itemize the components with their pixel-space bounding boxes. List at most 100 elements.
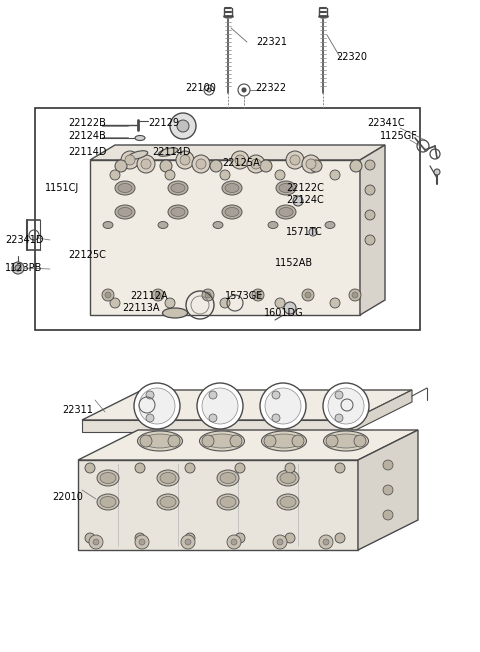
Circle shape [260, 383, 306, 429]
Ellipse shape [118, 183, 132, 192]
Circle shape [275, 170, 285, 180]
Circle shape [330, 298, 340, 308]
Circle shape [284, 302, 296, 314]
Ellipse shape [276, 181, 296, 195]
Circle shape [121, 151, 139, 169]
Circle shape [265, 388, 301, 424]
Ellipse shape [268, 222, 278, 228]
Ellipse shape [217, 494, 239, 510]
Circle shape [323, 383, 369, 429]
Circle shape [125, 155, 135, 165]
Ellipse shape [160, 497, 176, 507]
Circle shape [335, 391, 343, 399]
Circle shape [205, 292, 211, 298]
Polygon shape [78, 460, 358, 550]
Text: 22125C: 22125C [68, 250, 106, 260]
Circle shape [335, 463, 345, 473]
Text: 22100: 22100 [185, 83, 216, 93]
Circle shape [242, 88, 246, 92]
Text: 22112A: 22112A [130, 291, 168, 301]
Ellipse shape [277, 470, 299, 486]
Circle shape [209, 391, 217, 399]
Circle shape [349, 289, 361, 301]
Circle shape [290, 155, 300, 165]
Circle shape [207, 88, 211, 92]
Circle shape [135, 463, 145, 473]
Circle shape [168, 435, 180, 447]
Circle shape [177, 120, 189, 132]
Circle shape [115, 160, 127, 172]
Circle shape [383, 460, 393, 470]
Circle shape [134, 383, 180, 429]
Ellipse shape [163, 308, 188, 318]
Ellipse shape [200, 431, 244, 451]
Circle shape [285, 533, 295, 543]
Ellipse shape [280, 473, 296, 484]
Circle shape [350, 160, 362, 172]
Circle shape [302, 155, 320, 173]
Ellipse shape [157, 494, 179, 510]
Circle shape [275, 298, 285, 308]
Circle shape [146, 391, 154, 399]
Text: 1573GE: 1573GE [225, 291, 264, 301]
Circle shape [152, 289, 164, 301]
Polygon shape [82, 420, 352, 432]
Ellipse shape [171, 183, 185, 192]
Circle shape [273, 535, 287, 549]
Ellipse shape [222, 205, 242, 219]
Ellipse shape [220, 473, 236, 484]
Circle shape [202, 289, 214, 301]
Circle shape [260, 160, 272, 172]
Circle shape [227, 535, 241, 549]
Circle shape [247, 155, 265, 173]
Circle shape [110, 170, 120, 180]
Polygon shape [82, 390, 412, 420]
Circle shape [365, 160, 375, 170]
Ellipse shape [222, 181, 242, 195]
Circle shape [192, 155, 210, 173]
Text: 22125A: 22125A [222, 158, 260, 168]
Circle shape [335, 414, 343, 422]
Circle shape [110, 298, 120, 308]
Circle shape [196, 159, 206, 169]
Ellipse shape [160, 473, 176, 484]
Ellipse shape [157, 470, 179, 486]
Circle shape [383, 485, 393, 495]
Circle shape [305, 292, 311, 298]
Text: 22124C: 22124C [286, 195, 324, 205]
Circle shape [235, 155, 245, 165]
Circle shape [335, 533, 345, 543]
Text: 22321: 22321 [256, 37, 287, 47]
Ellipse shape [158, 148, 178, 156]
Circle shape [160, 160, 172, 172]
Ellipse shape [328, 434, 363, 448]
Circle shape [185, 533, 195, 543]
Circle shape [328, 388, 364, 424]
Circle shape [326, 435, 338, 447]
Polygon shape [352, 390, 412, 432]
Text: 22114D: 22114D [152, 147, 191, 157]
Text: 22113A: 22113A [122, 303, 159, 313]
Text: 22124B: 22124B [68, 131, 106, 141]
Circle shape [277, 539, 283, 545]
Circle shape [140, 435, 152, 447]
Circle shape [220, 298, 230, 308]
Circle shape [181, 535, 195, 549]
Circle shape [354, 435, 366, 447]
Text: 1123PB: 1123PB [5, 263, 42, 273]
Text: 22129: 22129 [148, 118, 179, 128]
Ellipse shape [266, 434, 301, 448]
Ellipse shape [277, 494, 299, 510]
Polygon shape [90, 160, 360, 315]
Circle shape [209, 414, 217, 422]
Circle shape [85, 533, 95, 543]
Circle shape [434, 169, 440, 175]
Ellipse shape [168, 205, 188, 219]
Circle shape [180, 155, 190, 165]
Ellipse shape [225, 183, 239, 192]
Circle shape [251, 159, 261, 169]
Ellipse shape [213, 222, 223, 228]
Circle shape [230, 435, 242, 447]
Circle shape [365, 235, 375, 245]
Text: 22114D: 22114D [68, 147, 107, 157]
